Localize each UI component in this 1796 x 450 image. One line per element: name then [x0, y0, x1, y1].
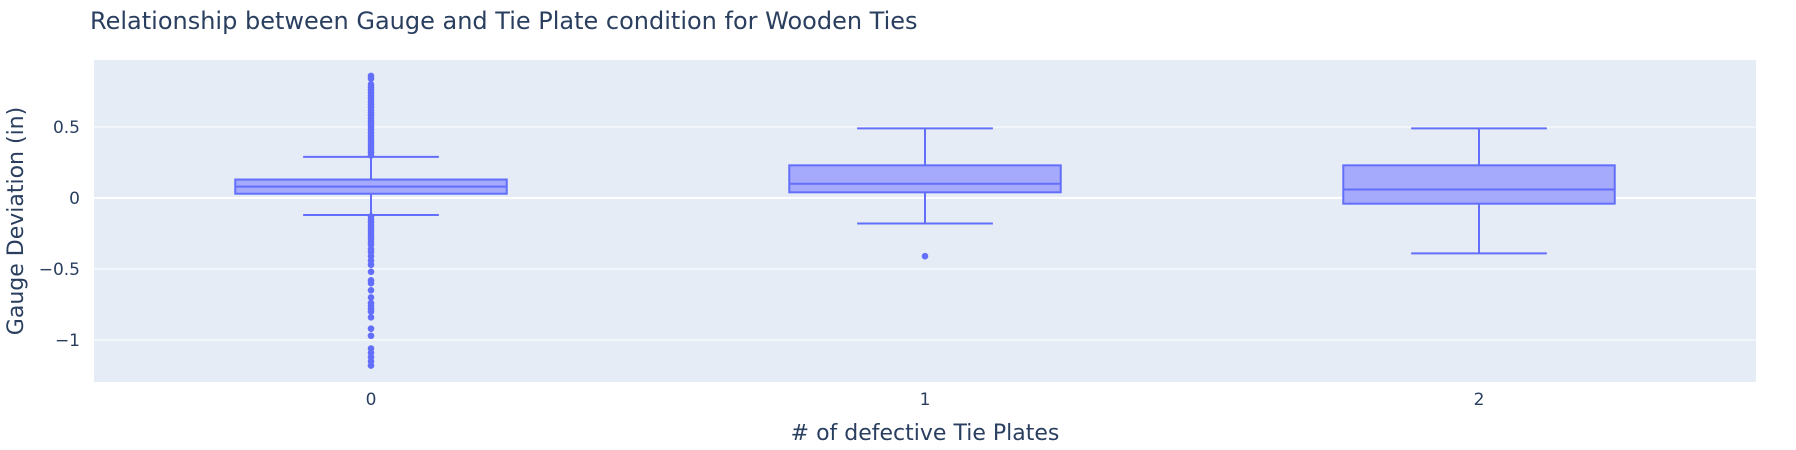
outlier-point: [367, 268, 375, 276]
x-tick-label: 2: [1474, 390, 1485, 410]
x-tick-label: 1: [920, 390, 931, 410]
outlier-point: [367, 261, 375, 269]
box-series: [234, 72, 1616, 369]
outlier-point: [367, 325, 375, 332]
x-tick-label: 0: [366, 390, 377, 410]
box-2: [1342, 127, 1616, 255]
outlier-point: [367, 75, 375, 83]
y-axis-ticks: 0.5 0 −0.5 −1: [39, 118, 80, 351]
chart-title: Relationship between Gauge and Tie Plate…: [90, 7, 918, 35]
iqr-box: [788, 164, 1062, 194]
y-tick-label: 0: [69, 189, 80, 209]
y-tick-label: −1: [55, 331, 80, 351]
y-axis-title: Gauge Deviation (in): [4, 107, 29, 335]
y-tick-label: 0.5: [53, 118, 80, 138]
outlier-point: [367, 313, 375, 321]
outlier-point: [367, 362, 375, 369]
iqr-box: [1342, 164, 1616, 205]
x-axis-ticks: 0 1 2: [366, 390, 1485, 410]
outlier-point: [921, 252, 929, 260]
outlier-point: [367, 152, 375, 159]
x-axis-title: # of defective Tie Plates: [791, 421, 1060, 446]
box-0: [234, 72, 508, 369]
outlier-point: [367, 279, 375, 287]
y-tick-label: −0.5: [39, 260, 80, 280]
outlier-point: [367, 332, 375, 340]
box-1: [788, 127, 1062, 260]
outlier-point: [367, 308, 375, 315]
outlier-point: [367, 294, 375, 301]
outlier-point: [367, 287, 375, 294]
